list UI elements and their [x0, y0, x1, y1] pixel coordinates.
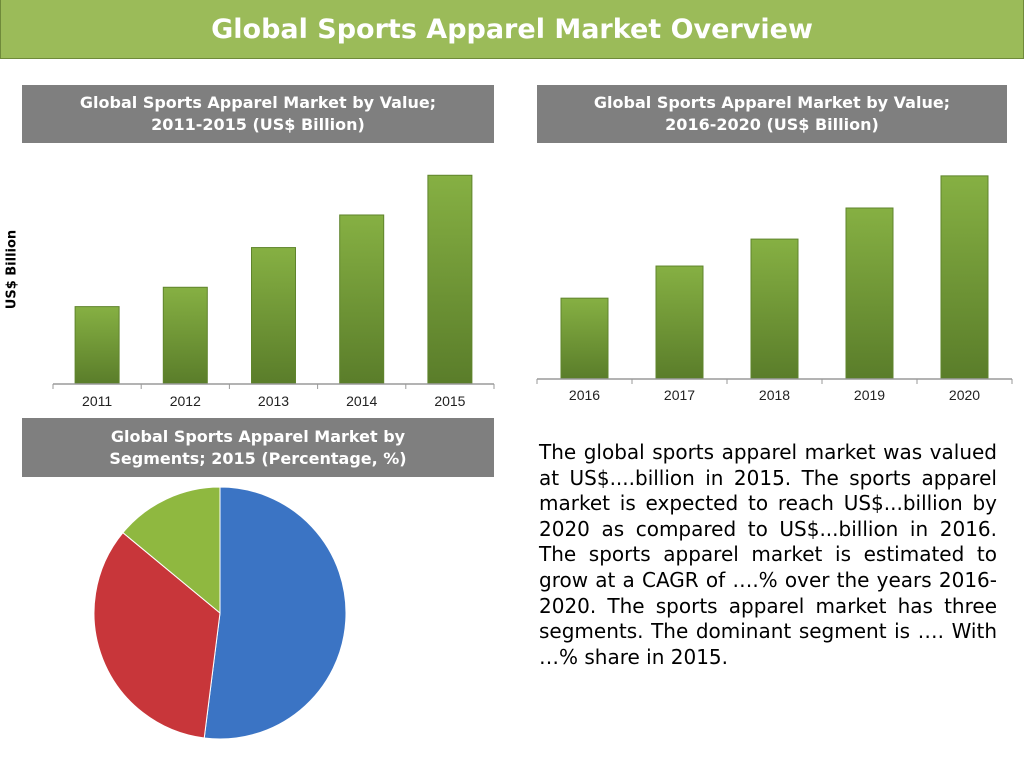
chart2-bar-2017	[655, 265, 704, 380]
chart2-bar-2016	[560, 297, 609, 380]
chart2-bar-2020	[940, 175, 989, 380]
chart1-bar-chart: 2011 2012 2013 2014 2015	[52, 174, 495, 409]
chart2-tick-2017: 2017	[664, 387, 695, 403]
pie-title-line2: Segments; 2015 (Percentage, %)	[109, 448, 407, 468]
chart1-bar-2011	[74, 306, 120, 385]
chart2-tick-2020: 2020	[949, 387, 980, 403]
market-summary-text: The global sports apparel market was val…	[539, 440, 997, 669]
chart2-bar-2018	[750, 238, 799, 380]
chart1-title-line1: Global Sports Apparel Market by Value;	[79, 93, 437, 112]
pie-slice-segment-1	[203, 486, 347, 740]
page-title: Global Sports Apparel Market Overview	[211, 13, 813, 45]
title-banner: Global Sports Apparel Market Overview	[0, 0, 1024, 59]
chart1-tick-2013: 2013	[258, 393, 289, 409]
chart1-title-bar: Global Sports Apparel Market by Value; 2…	[22, 85, 494, 143]
chart2-title-line2: 2016-2020 (US$ Billion)	[665, 115, 879, 134]
chart2-tick-2018: 2018	[759, 387, 790, 403]
chart1-bar-2015	[427, 174, 473, 385]
chart1-title-line2: 2011-2015 (US$ Billion)	[151, 115, 365, 134]
chart2-tick-2019: 2019	[854, 387, 885, 403]
pie-title-line1: Global Sports Apparel Market by	[110, 426, 406, 446]
chart2-bar-2019	[845, 207, 894, 380]
chart2-title-bar: Global Sports Apparel Market by Value; 2…	[537, 85, 1007, 143]
chart1-bar-2013	[251, 247, 296, 385]
pie-slice-segment-3	[122, 486, 221, 615]
chart2-bar-chart: 2016 2017 2018 2019 2020	[536, 175, 1013, 403]
chart2-tick-2016: 2016	[569, 387, 600, 403]
chart1-tick-2011: 2011	[82, 393, 112, 409]
chart1-bar-2012	[162, 286, 208, 385]
pie-slice-segment-2	[93, 531, 221, 739]
chart1-tick-2015: 2015	[434, 393, 465, 409]
segments-pie-chart	[93, 486, 347, 740]
pie-title-bar: Global Sports Apparel Market by Segments…	[22, 418, 494, 477]
chart1-tick-2014: 2014	[346, 393, 377, 409]
chart1-bar-2014	[339, 214, 385, 385]
chart1-tick-2012: 2012	[170, 393, 201, 409]
chart2-title-line1: Global Sports Apparel Market by Value;	[593, 93, 951, 112]
